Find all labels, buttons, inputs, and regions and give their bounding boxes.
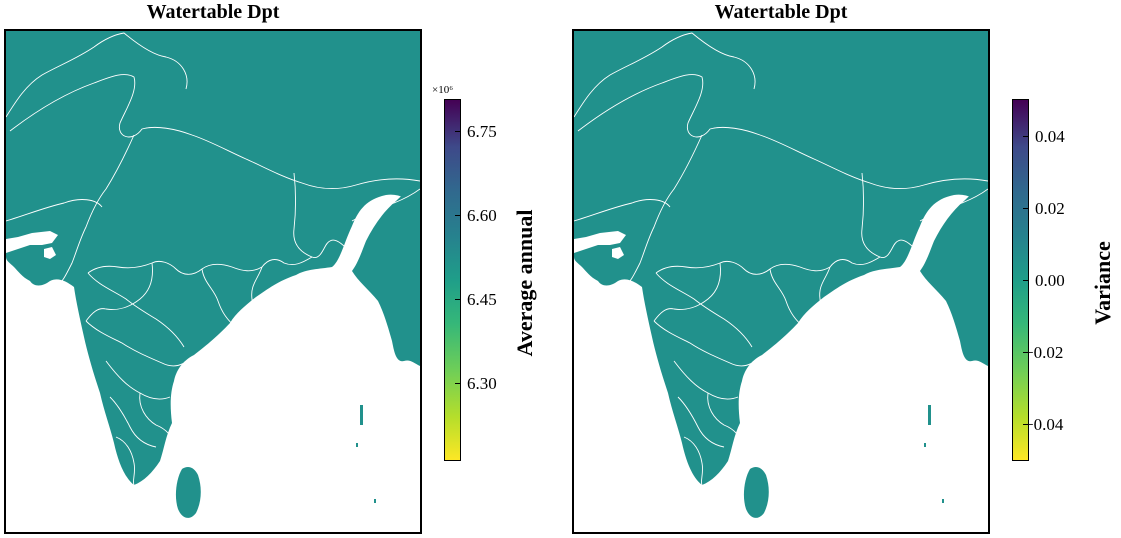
colorbar-exponent: ×10⁶ <box>432 84 454 96</box>
colorbar-tick-label: 0.04 <box>1035 127 1065 146</box>
island-andaman <box>360 405 363 425</box>
map-panel-average: Watertable Dpt <box>0 0 560 538</box>
colorbar-tick <box>455 215 461 217</box>
gulf-of-kutch-gap <box>574 231 626 253</box>
colorbar-tick-label: −0.02 <box>1024 343 1064 362</box>
borders <box>6 32 420 486</box>
island-andaman <box>928 405 931 425</box>
colorbar-tick-label: 6.45 <box>467 290 497 309</box>
colorbar-tick <box>455 131 461 133</box>
island-small <box>924 443 926 447</box>
colorbar-tick <box>1023 424 1029 426</box>
myanmar-shape <box>352 181 420 366</box>
colorbar-tick <box>1023 208 1029 210</box>
map-area[interactable] <box>572 29 990 534</box>
colorbar-tick-label: 0.02 <box>1035 199 1065 218</box>
small-gap <box>612 247 624 259</box>
map-panel-variance: Watertable Dpt <box>568 0 1121 538</box>
island-nicobar <box>374 499 376 503</box>
land-mass <box>6 31 420 518</box>
mainland-shape <box>574 31 988 485</box>
map-area[interactable] <box>4 29 422 534</box>
colorbar-tick-label: 6.30 <box>467 374 497 393</box>
colorbar-tick-label: 0.00 <box>1035 271 1065 290</box>
borders <box>574 32 988 486</box>
colorbar-variance <box>1012 99 1029 461</box>
land-mass <box>574 31 988 518</box>
colorbar-tick <box>455 383 461 385</box>
map-title: Watertable Dpt <box>714 1 848 23</box>
island-small <box>356 443 358 447</box>
sri-lanka-shape <box>743 467 769 518</box>
myanmar-shape <box>920 181 988 366</box>
sri-lanka-shape <box>175 467 201 518</box>
gulf-of-kutch-gap <box>6 231 58 253</box>
colorbar-tick <box>1023 352 1029 354</box>
colorbar-average <box>444 99 461 461</box>
colorbar-tick <box>1023 136 1029 138</box>
coastal-gaps <box>574 231 626 259</box>
island-nicobar <box>942 499 944 503</box>
mainland-shape <box>6 31 420 485</box>
coastal-gaps <box>6 231 58 259</box>
colorbar-title: Variance <box>1090 241 1115 325</box>
colorbar-tick <box>455 299 461 301</box>
colorbar-tick-label: 6.60 <box>467 206 497 225</box>
colorbar-tick-label: 6.75 <box>467 122 497 141</box>
south-asia-map <box>6 31 420 518</box>
colorbar-title: Average annual <box>512 209 537 357</box>
south-asia-map <box>574 31 988 518</box>
colorbar-tick <box>1023 280 1029 282</box>
small-gap <box>44 247 56 259</box>
map-title: Watertable Dpt <box>146 1 280 23</box>
colorbar-tick-label: −0.04 <box>1024 415 1064 434</box>
